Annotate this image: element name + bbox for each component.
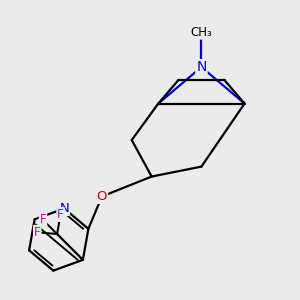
Text: F: F [57,208,64,221]
Text: CH₃: CH₃ [190,26,212,39]
Text: N: N [196,60,207,74]
Text: F: F [34,226,40,239]
Text: N: N [59,202,69,215]
Text: F: F [40,214,46,226]
Text: O: O [97,190,107,203]
